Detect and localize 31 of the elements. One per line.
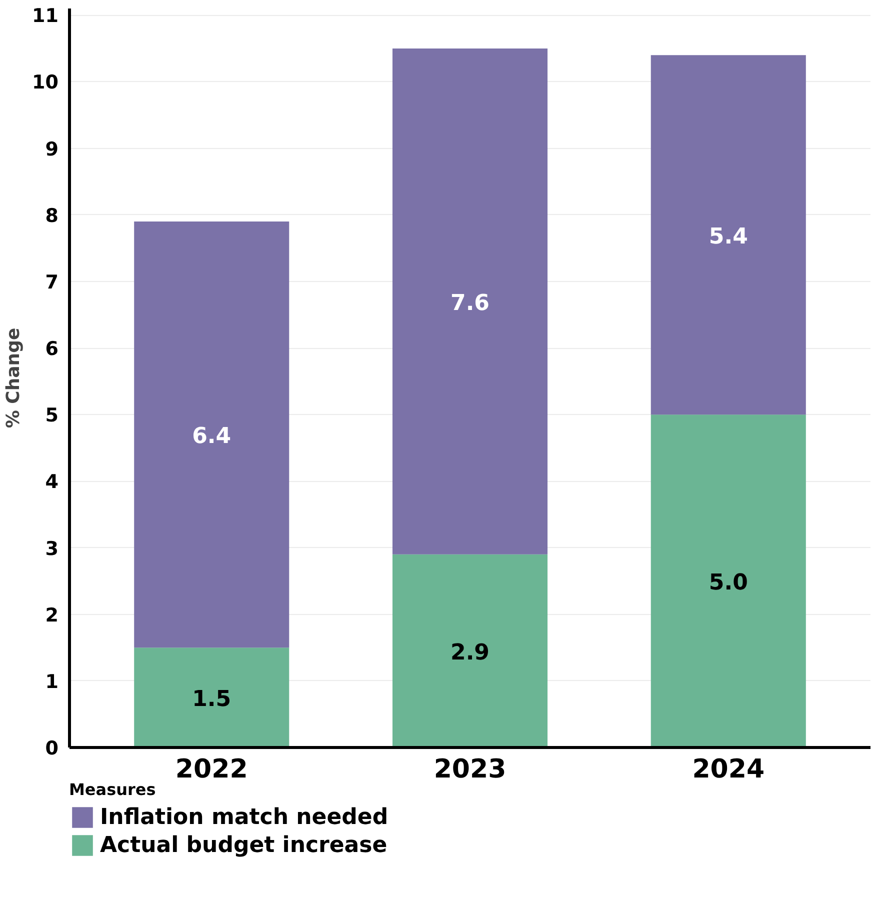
x-tick-label: 2022 [175, 754, 248, 784]
y-tick-label: 3 [45, 538, 59, 560]
bar [650, 55, 806, 415]
legend-title: Measures [69, 780, 156, 799]
legend-label: Actual budget increase [100, 832, 388, 858]
bar [650, 414, 806, 748]
bar [134, 222, 290, 648]
data-label: 5.0 [708, 570, 748, 596]
bar [392, 554, 548, 748]
y-tick-label: 8 [45, 204, 59, 227]
y-tick-label: 1 [45, 670, 59, 693]
data-label: 7.6 [450, 290, 490, 316]
y-tick-label: 11 [32, 5, 59, 28]
bar [134, 648, 290, 748]
x-tick-label: 2023 [434, 754, 506, 784]
y-tick-label: 5 [45, 404, 59, 427]
y-tick-label: 9 [45, 138, 59, 160]
y-tick-label: 4 [45, 471, 59, 494]
x-tick-label: 2024 [692, 754, 765, 784]
y-tick-label: 6 [45, 338, 59, 360]
data-label: 6.4 [192, 424, 232, 450]
data-label: 2.9 [450, 640, 490, 666]
bar [392, 48, 548, 554]
y-tick-label: 7 [45, 271, 59, 294]
legend-label: Inflation match needed [100, 804, 388, 830]
y-axis-title: % Change [3, 328, 24, 428]
y-tick-label: 10 [32, 72, 59, 94]
data-label: 5.4 [708, 224, 748, 250]
data-label: 1.5 [192, 687, 232, 712]
y-tick-label: 2 [45, 604, 59, 626]
y-tick-label: 0 [45, 738, 59, 760]
